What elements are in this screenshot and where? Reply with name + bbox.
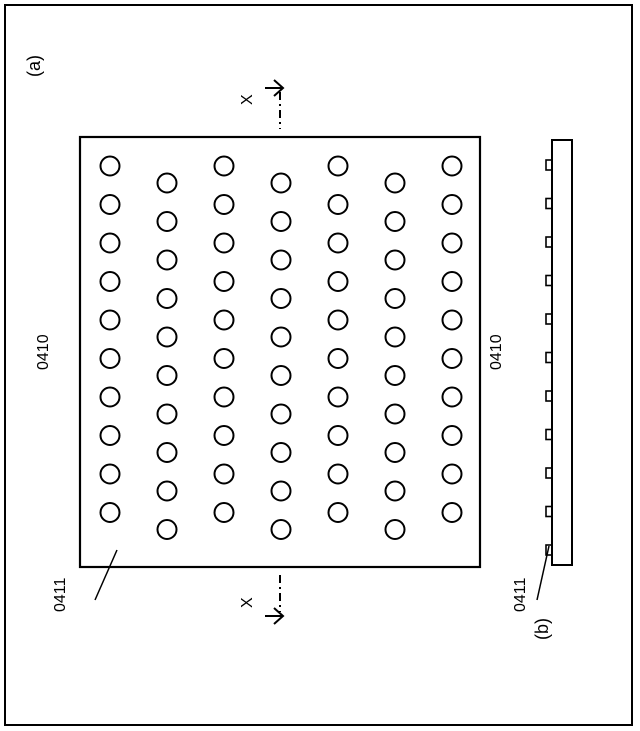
hole	[329, 388, 348, 407]
plate-outline	[80, 137, 480, 567]
hole	[101, 311, 120, 330]
hole	[215, 157, 234, 176]
hole	[272, 443, 291, 462]
hole	[386, 174, 405, 193]
hole	[158, 366, 177, 385]
image-border	[5, 5, 632, 725]
callout-0411-leader	[95, 550, 117, 600]
hole	[215, 388, 234, 407]
hole	[215, 349, 234, 368]
hole	[386, 520, 405, 539]
hole	[329, 465, 348, 484]
side-plate-outline	[552, 140, 572, 565]
hole	[443, 234, 462, 253]
hole	[215, 465, 234, 484]
hole	[101, 503, 120, 522]
hole	[215, 426, 234, 445]
hole	[443, 388, 462, 407]
hole	[215, 234, 234, 253]
technical-diagram: (a) 0410 0411 X X (b)	[0, 0, 640, 731]
hole	[101, 426, 120, 445]
ref-0411-side: 0411	[512, 577, 529, 612]
hole	[158, 174, 177, 193]
hole	[272, 405, 291, 424]
subfigure-a-label: (a)	[24, 55, 44, 77]
hole	[329, 349, 348, 368]
hole	[101, 465, 120, 484]
hole	[272, 212, 291, 231]
hole	[443, 195, 462, 214]
hole	[329, 195, 348, 214]
hole	[101, 388, 120, 407]
hole	[215, 503, 234, 522]
hole	[158, 443, 177, 462]
hole	[272, 520, 291, 539]
hole	[386, 405, 405, 424]
hole	[272, 482, 291, 501]
hole	[386, 212, 405, 231]
hole	[101, 157, 120, 176]
hole	[215, 195, 234, 214]
hole-grid	[101, 157, 462, 540]
hole	[386, 443, 405, 462]
side-view: 0410 0411	[488, 140, 572, 612]
ref-0410-top: 0410	[35, 334, 52, 370]
hole	[386, 366, 405, 385]
section-mark-top: X	[239, 80, 283, 129]
hole	[443, 272, 462, 291]
hole	[386, 251, 405, 270]
hole	[386, 328, 405, 347]
hole	[215, 311, 234, 330]
subfigure-b-label: (b)	[532, 618, 552, 640]
hole	[443, 157, 462, 176]
hole	[443, 426, 462, 445]
ref-0410-side: 0410	[488, 334, 505, 370]
section-label-bottom: X	[239, 597, 256, 608]
hole	[101, 234, 120, 253]
section-mark-bottom: X	[239, 575, 283, 624]
hole	[386, 289, 405, 308]
hole	[443, 465, 462, 484]
hole	[329, 311, 348, 330]
hole	[443, 349, 462, 368]
hole	[101, 349, 120, 368]
hole	[158, 328, 177, 347]
hole	[272, 174, 291, 193]
section-label-top: X	[239, 94, 256, 105]
hole	[272, 289, 291, 308]
hole	[386, 482, 405, 501]
leader-0411-side	[537, 546, 549, 600]
hole	[158, 482, 177, 501]
ref-0411-top: 0411	[52, 577, 69, 612]
hole	[158, 520, 177, 539]
hole	[329, 272, 348, 291]
hole	[101, 272, 120, 291]
hole	[158, 405, 177, 424]
hole	[215, 272, 234, 291]
hole	[101, 195, 120, 214]
hole	[272, 366, 291, 385]
hole	[329, 234, 348, 253]
hole	[443, 503, 462, 522]
hole	[158, 212, 177, 231]
top-view: 0410 0411 X X	[35, 80, 480, 624]
hole	[443, 311, 462, 330]
hole	[329, 503, 348, 522]
hole	[272, 251, 291, 270]
hole	[158, 289, 177, 308]
hole	[158, 251, 177, 270]
hole	[329, 157, 348, 176]
hole	[329, 426, 348, 445]
hole	[272, 328, 291, 347]
